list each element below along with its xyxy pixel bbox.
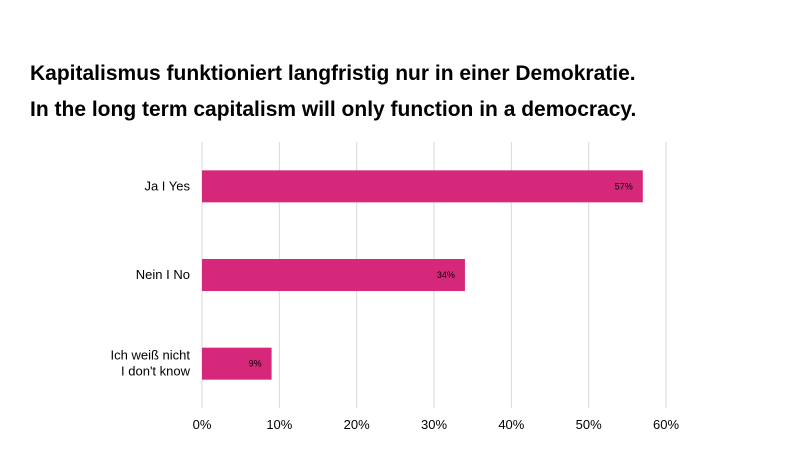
x-tick-label: 60%: [653, 417, 679, 432]
x-tick-label: 50%: [576, 417, 602, 432]
data-label: 34%: [437, 270, 455, 280]
chart-title: Kapitalismus funktioniert langfristig nu…: [30, 62, 636, 85]
category-label: I don't know: [121, 364, 191, 379]
x-tick-label: 20%: [344, 417, 370, 432]
x-tick-label: 0%: [193, 417, 212, 432]
x-tick-label: 30%: [421, 417, 447, 432]
x-tick-label: 40%: [498, 417, 524, 432]
bar: [202, 259, 465, 291]
bar: [202, 170, 643, 203]
category-label: Ja I Yes: [144, 178, 190, 193]
bar: [202, 347, 272, 380]
chart-subtitle: In the long term capitalism will only fu…: [30, 98, 637, 121]
data-label: 9%: [249, 359, 262, 369]
category-label: Nein I No: [136, 267, 190, 282]
data-label: 57%: [615, 181, 633, 191]
x-tick-label: 10%: [266, 417, 292, 432]
category-label: Ich weiß nicht: [111, 348, 191, 363]
